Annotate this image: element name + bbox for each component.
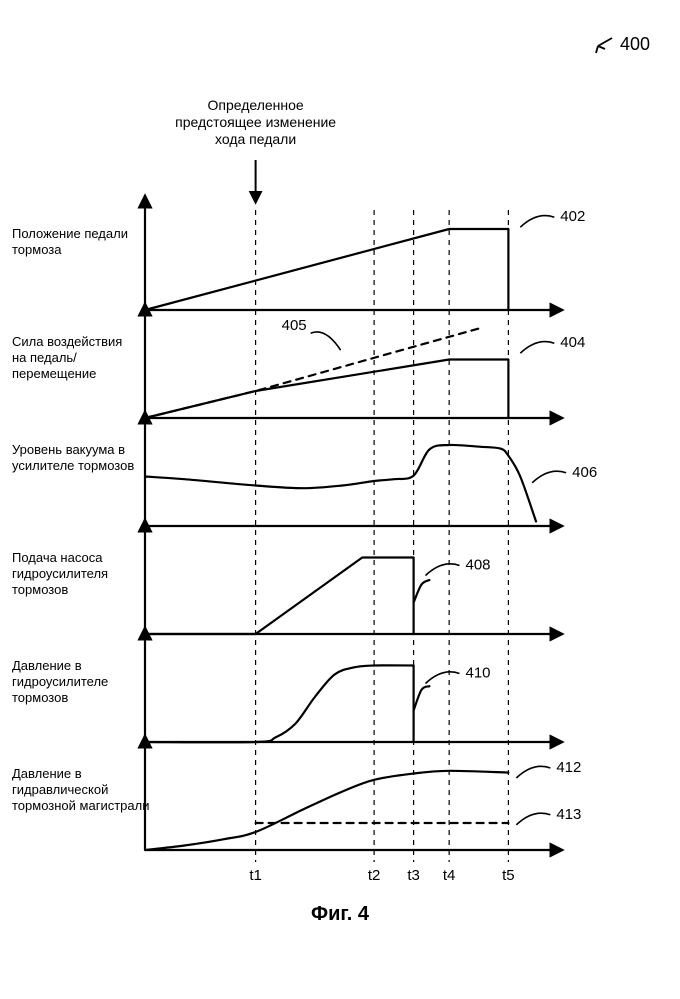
- panel-label: гидроусилителе: [12, 674, 108, 689]
- panel-label: Давление в: [12, 658, 82, 673]
- trace-ref-label: 402: [560, 208, 585, 225]
- time-tick-label: t4: [443, 867, 456, 884]
- panel-label: тормоза: [12, 242, 62, 257]
- trace-line: [145, 771, 508, 850]
- ref-leader: [516, 766, 550, 778]
- trace-line: [145, 360, 508, 419]
- trace-line: [145, 445, 536, 522]
- ref-leader: [426, 672, 460, 684]
- trace-line: [145, 665, 414, 742]
- top-annotation-line: предстоящее изменение: [175, 114, 336, 130]
- panel-label: Сила воздействия: [12, 334, 122, 349]
- panel-label: тормозной магистрали: [12, 798, 149, 813]
- panel-label: Давление в: [12, 766, 82, 781]
- panel-label: гидроусилителя: [12, 566, 108, 581]
- trace-line: [414, 580, 430, 603]
- time-tick-label: t3: [407, 867, 420, 884]
- trace-line: [414, 686, 430, 710]
- panel-label: тормозов: [12, 690, 68, 705]
- trace-ref-label: 408: [466, 557, 491, 574]
- trace-ref-label: 404: [560, 334, 585, 351]
- figure-container: { "figure": { "ref_label": "400", "capti…: [0, 0, 680, 999]
- figure-svg: 400 Определенноепредстоящее изменениехода…: [0, 0, 680, 999]
- ref-leader: [532, 471, 566, 483]
- ref-leader: [426, 564, 460, 576]
- panel-label: гидравлической: [12, 782, 108, 797]
- time-tick-label: t5: [502, 867, 515, 884]
- trace-ref-label: 406: [572, 464, 597, 481]
- figure-ref-arrow: [596, 38, 612, 53]
- trace-ref-label: 413: [556, 806, 581, 823]
- ref-leader: [311, 332, 341, 350]
- panel-label: на педаль/: [12, 350, 77, 365]
- trace-line: [145, 229, 508, 310]
- ref-leader: [520, 342, 554, 354]
- trace-line: [145, 328, 481, 418]
- time-tick-label: t1: [249, 867, 262, 884]
- trace-ref-label: 410: [466, 665, 491, 682]
- time-tick-label: t2: [368, 867, 381, 884]
- panel-label: Уровень вакуума в: [12, 442, 125, 457]
- top-annotation-line: Определенное: [207, 97, 303, 113]
- panel-label: усилителе тормозов: [12, 458, 134, 473]
- panel-label: перемещение: [12, 366, 96, 381]
- trace-line: [145, 558, 414, 635]
- figure-ref-label: 400: [620, 34, 650, 54]
- ref-leader: [516, 813, 550, 825]
- panel-label: Положение педали: [12, 226, 128, 241]
- ref-leader: [520, 216, 554, 228]
- figure-caption: Фиг. 4: [311, 903, 370, 925]
- trace-ref-label: 412: [556, 759, 581, 776]
- top-annotation-line: хода педали: [215, 131, 296, 147]
- panel-label: тормозов: [12, 582, 68, 597]
- panel-label: Подача насоса: [12, 550, 103, 565]
- trace-ref-label: 405: [282, 317, 307, 334]
